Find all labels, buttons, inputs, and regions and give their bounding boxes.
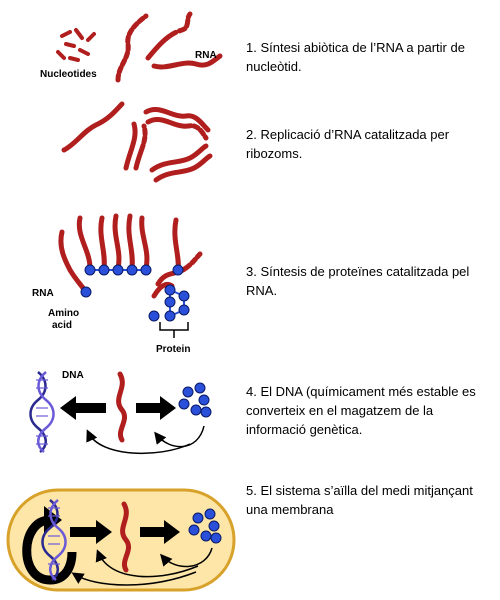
trna-strands — [58, 213, 203, 299]
membrane-cycle-arrow — [22, 515, 77, 585]
dna-helix-cell — [41, 499, 67, 581]
step-4-caption: 4. El DNA (químicament més estable es co… — [246, 384, 476, 437]
amino-acid — [84, 264, 96, 276]
protein-bracket — [159, 322, 189, 331]
catalysis-arrow-protein-to-rna — [154, 425, 205, 448]
arrow-rna-to-protein-cell — [140, 520, 180, 544]
rna-label: RNA — [195, 50, 217, 61]
step-1-caption: 1. Síntesi abiòtica de l’RNA a partir de… — [246, 40, 465, 74]
rna-duplex-strand — [153, 153, 213, 183]
protein-chain — [148, 284, 190, 322]
rna-strand-cell — [120, 501, 132, 573]
panel-3-protein-synthesis: RNA Amino acid Protein — [32, 213, 203, 355]
amino-acid — [140, 264, 152, 276]
protein-cluster — [178, 382, 212, 418]
rna-duplex-strand — [143, 107, 211, 133]
protein-label: Protein — [156, 344, 190, 355]
dna-helix — [29, 371, 55, 453]
rna-duplex-strand — [133, 123, 148, 171]
step-5-caption: 5. El sistema s’aïlla del medi mitjançan… — [246, 483, 473, 517]
nucleotides-label: Nucleotides — [40, 69, 97, 80]
step-3-caption: 3. Síntesis de proteïnes catalitzada pel… — [246, 264, 470, 298]
arrow-rna-to-protein — [136, 396, 176, 420]
dna-label: DNA — [62, 370, 84, 381]
rna-duplex-strand — [123, 121, 138, 171]
rna-duplex-strand — [149, 143, 209, 173]
catalysis-arrow-cell-outer — [95, 549, 199, 578]
catalysis-arrow-to-dna — [86, 429, 191, 455]
amino-acid — [126, 264, 138, 276]
panel-4-dna-storage: DNA — [29, 370, 212, 455]
rna-duplex-strand — [145, 117, 209, 141]
growing-peptide — [80, 264, 184, 298]
panel-1-abiotic-synthesis: Nucleotides RNA — [40, 11, 223, 83]
rna-label-panel-3: RNA — [32, 288, 54, 299]
amino-acid — [98, 264, 110, 276]
free-nucleotides — [56, 28, 96, 62]
dotted-rna-chain — [115, 13, 149, 83]
amino-acid — [172, 264, 184, 276]
step-2-caption: 2. Replicació d’RNA catalitzada per ribo… — [246, 127, 450, 161]
amino-acid-label-line-1: Amino — [48, 308, 79, 319]
arrow-rna-to-dna — [60, 396, 106, 420]
rna-strand-lower — [151, 53, 223, 70]
catalysis-arrow-cell-bottom — [71, 571, 197, 586]
rna-strand — [116, 371, 128, 443]
rna-strand — [61, 101, 125, 153]
panel-2-rna-replication — [61, 101, 213, 183]
panel-5-membrane-cell — [6, 488, 236, 592]
protein-cluster-cell — [188, 508, 222, 544]
arrow-dna-to-rna — [70, 520, 112, 544]
rna-strand-upper — [145, 11, 193, 61]
amino-acid-label-line-2: acid — [52, 320, 72, 331]
amino-acid — [112, 264, 124, 276]
free-amino-acid — [80, 286, 92, 298]
catalysis-arrow-cell-inner — [160, 547, 213, 568]
